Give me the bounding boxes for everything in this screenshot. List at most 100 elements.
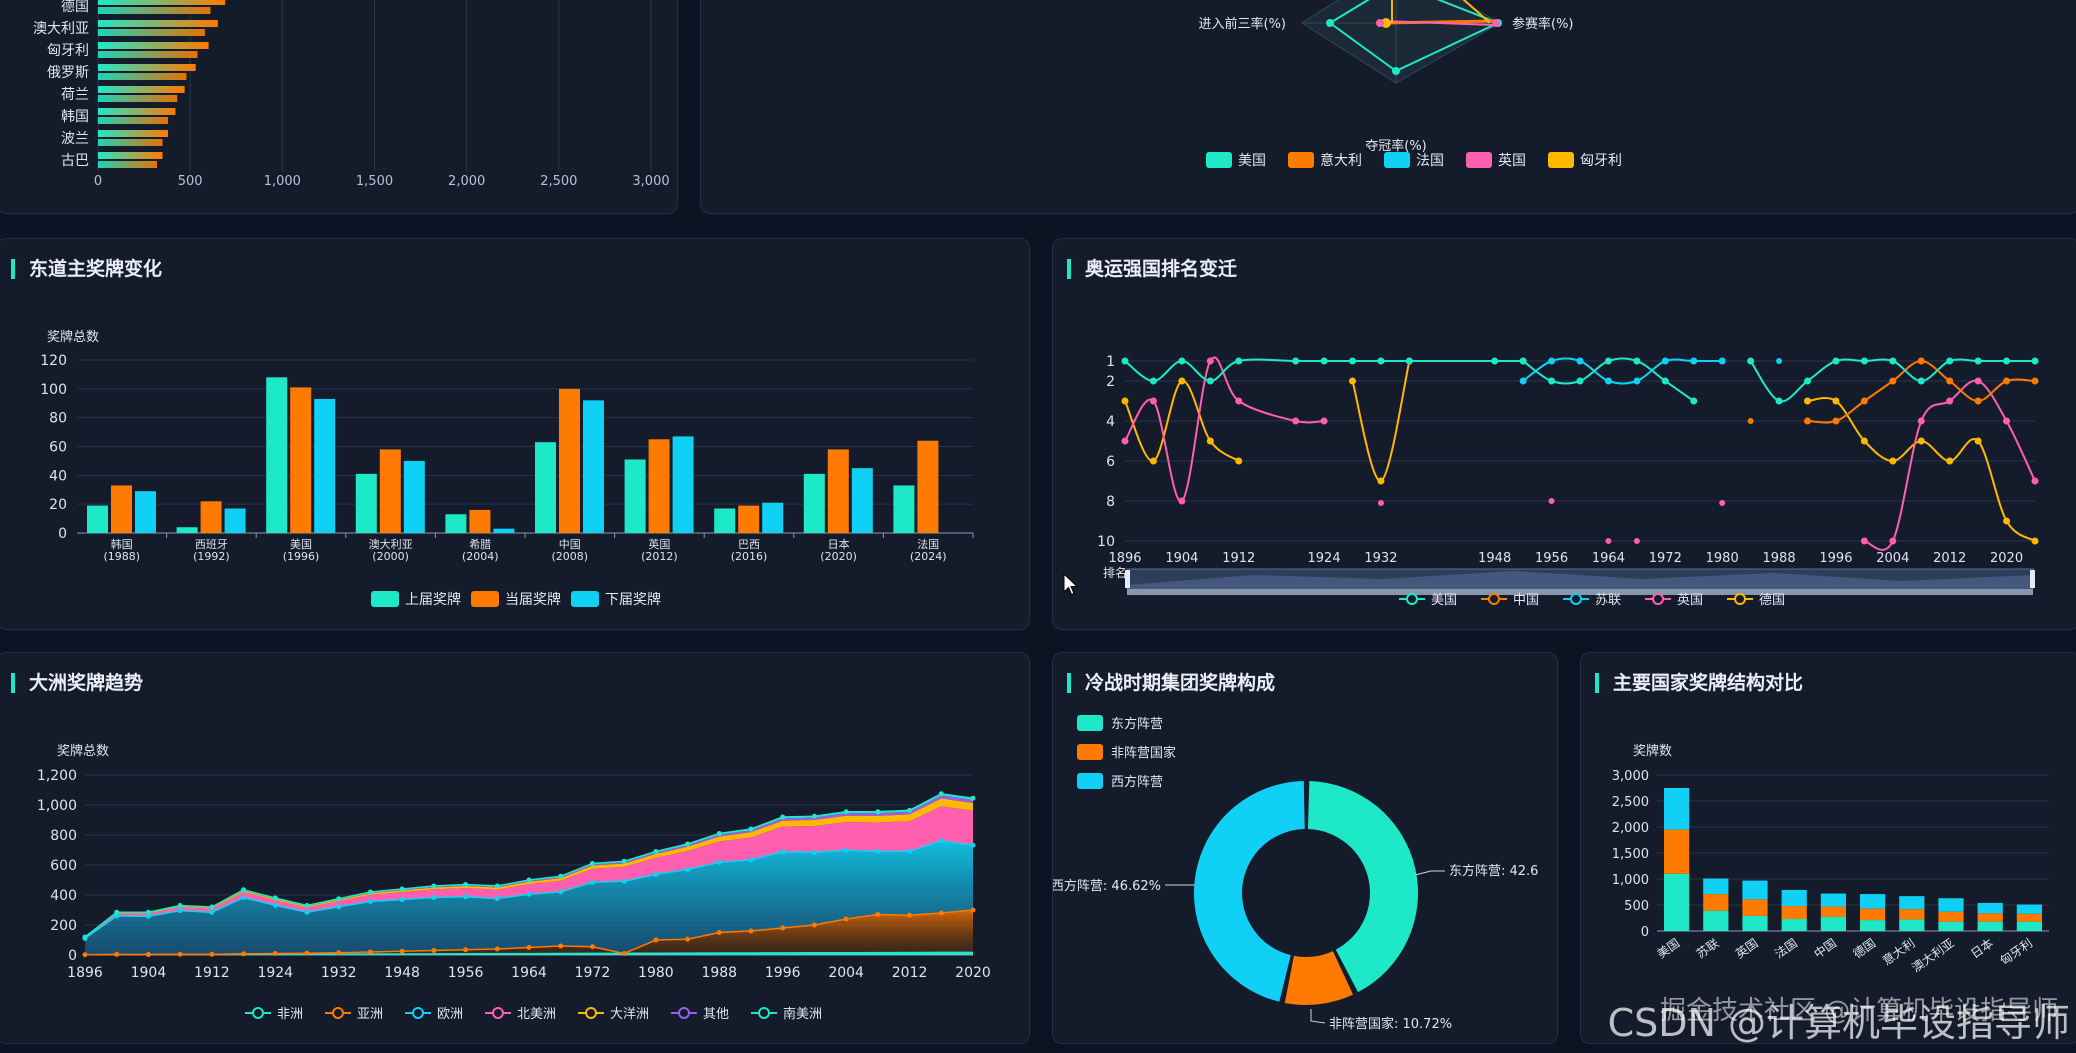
radar-axis-label: 夺冠率(%) [1365, 138, 1427, 154]
country-label: 俄罗斯 [47, 65, 89, 81]
europe-point [780, 849, 786, 855]
host-bar [200, 501, 222, 533]
host-bar [893, 485, 915, 533]
total-point [367, 889, 373, 895]
label-leader [1310, 1009, 1326, 1024]
x-tick-label: (2024) [910, 550, 947, 563]
usa-point [1349, 357, 1356, 365]
cont-legend-label: 北美洲 [517, 1007, 556, 1022]
structure-bar-segment [2016, 921, 2042, 931]
structure-bar-segment [1938, 921, 1964, 931]
top-country-panel: 0 500 1,000 1,500 2,000 2,500 3,000 德国 澳大利亚 匈牙利 俄罗… [0, 0, 678, 214]
germany-point [2031, 537, 2039, 545]
y-tick-label: 1,000 [1612, 873, 1649, 888]
total-point [526, 877, 532, 883]
china-point [1832, 417, 1840, 425]
europe-point [431, 894, 437, 900]
asia-point [145, 952, 151, 958]
x-tick-label: 1956 [448, 965, 484, 981]
y-tick-label: 40 [49, 468, 67, 484]
x-tick-label: 法国 [917, 537, 939, 551]
cold-legend-swatch [1077, 773, 1103, 789]
radar-point [1326, 19, 1334, 27]
donut-slice [1284, 951, 1354, 1005]
europe-point [589, 879, 595, 885]
x-tick-label: 1912 [194, 965, 230, 981]
country-label: 德国 [61, 0, 89, 15]
cont-legend-label: 欧洲 [437, 1007, 463, 1022]
x-tick-label: 1988 [1763, 551, 1796, 566]
asia-point [653, 937, 659, 943]
y-tick-label: 1,000 [37, 798, 77, 814]
x-tick-label: 英国 [648, 537, 670, 551]
host-legend-label: 上届奖牌 [405, 591, 461, 608]
structure-bar-segment [1742, 899, 1768, 916]
usa-point [1690, 397, 1698, 405]
x-tick-label: 日本 [1968, 936, 1996, 961]
cont-legend-marker [412, 1007, 424, 1019]
radar-axis-label: 进入前三率(%) [1199, 16, 1287, 32]
europe-point [367, 898, 373, 904]
europe-point [843, 847, 849, 853]
structure-bar-segment [1781, 919, 1807, 931]
country-bar-primary [98, 42, 209, 49]
datazoom-preview [1127, 571, 2033, 589]
host-bar [176, 527, 198, 533]
coldwar-panel: 冷战时期集团奖牌构成 东方阵营 非阵营国家 西方阵营 东方阵营: 42.6 西方阵营: … [1052, 652, 1558, 1044]
rank-legend-label: 德国 [1759, 593, 1785, 608]
y-tick-label: 6 [1106, 454, 1115, 470]
radar-legend-swatch [1548, 152, 1574, 168]
structure-bar-segment [2016, 904, 2042, 914]
host-bar [851, 468, 873, 533]
host-bar [917, 440, 939, 533]
uk-point [2031, 477, 2039, 485]
ussr-point [1661, 357, 1669, 365]
x-tick-label: 1956 [1535, 551, 1568, 566]
radar-panel: 进入前三率(%) 参赛率(%) 夺冠率(%) 美国 意大利 法国 英国 匈牙利 [700, 0, 2076, 214]
europe-point [114, 913, 120, 919]
x-tick-label: (2020) [820, 550, 857, 563]
oceania-area [85, 798, 973, 938]
asia-point [875, 912, 881, 917]
structure-bar-segment [1703, 910, 1729, 931]
uk-point [1605, 538, 1612, 544]
y-tick-label: 2 [1106, 374, 1115, 390]
asia-point [304, 950, 310, 956]
germany-point [1860, 437, 1868, 445]
x-tick-label: (2012) [641, 550, 678, 563]
structure-bar-segment [1938, 911, 1964, 922]
host-bar [827, 449, 849, 533]
host-legend-swatch [571, 591, 599, 607]
x-tick-label: 1948 [1478, 551, 1511, 566]
europe-point [938, 838, 944, 844]
asia-point [367, 949, 373, 955]
radar-axis-label: 参赛率(%) [1512, 16, 1574, 32]
x-tick-label: 1904 [131, 965, 167, 981]
total-point [621, 858, 627, 864]
y-tick-label: 600 [50, 858, 77, 874]
europe-point [621, 878, 627, 884]
ussr-point [1548, 357, 1556, 365]
europe-point [399, 896, 405, 902]
y-tick-label: 0 [58, 526, 67, 542]
germany-point [1377, 477, 1385, 485]
asia-point [82, 952, 88, 958]
host-bar [355, 473, 377, 533]
structure-bar-segment [1703, 894, 1729, 911]
asia-point [209, 951, 215, 957]
host-bar [403, 460, 425, 533]
rank-legend-label: 美国 [1431, 593, 1457, 608]
ussr-point [1519, 377, 1527, 385]
ussr-point [1690, 357, 1698, 365]
country-label: 波兰 [61, 131, 89, 147]
x-tick-label: 1988 [701, 965, 737, 981]
y-tick-label: 400 [50, 888, 77, 904]
radar-legend-swatch [1466, 152, 1492, 168]
cont-legend-marker [758, 1007, 770, 1019]
hosts-panel: 东道主奖牌变化 奖牌总数 0 20 40 60 80 100 120 韩国 (1988) 西班牙 (1… [0, 238, 1030, 630]
uk-point [1548, 498, 1555, 504]
china-point [1974, 397, 1982, 405]
rank-legend-marker [1652, 593, 1664, 605]
total-point [875, 809, 881, 815]
